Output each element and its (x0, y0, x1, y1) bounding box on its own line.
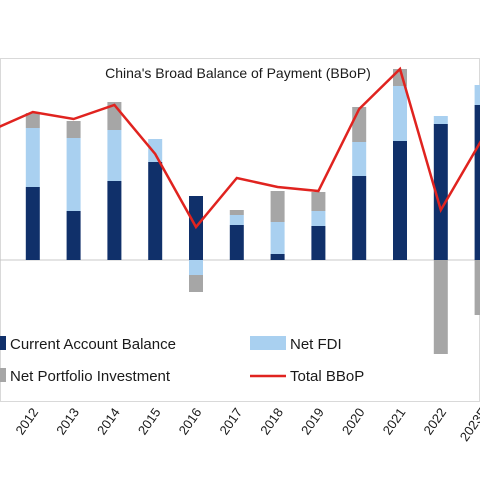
bar-net-portfolio-investment-2019 (311, 192, 326, 211)
x-tick-2015: 2015 (135, 405, 164, 437)
bar-current-account-balance-2015 (148, 162, 163, 260)
bar-series (25, 69, 480, 354)
bar-net-fdi-2021 (393, 86, 407, 141)
bar-net-portfolio-investment-2017 (229, 210, 244, 215)
bar-net-fdi-2016 (189, 260, 203, 275)
bar-net-portfolio-investment-2023f (474, 260, 480, 315)
bar-net-portfolio-investment-2018 (270, 191, 285, 222)
bar-net-portfolio-investment-2012 (25, 113, 40, 128)
bar-current-account-balance-2020 (352, 176, 367, 260)
bar-net-portfolio-investment-2016 (189, 275, 203, 292)
bar-net-fdi-2015 (148, 139, 163, 162)
legend-label-net-portfolio-investment: Net Portfolio Investment (10, 368, 171, 385)
line-series (0, 66, 480, 230)
legend-swatch-current-account-balance (0, 336, 6, 350)
x-tick-labels: 2012 2013 2014 2015 2016 2017 2018 2019 2020 2021… (12, 405, 480, 444)
legend: Current Account Balance Net FDI Net Portfo… (0, 336, 364, 385)
x-tick-2013: 2013 (53, 405, 82, 437)
legend-swatch-net-portfolio-investment (0, 368, 6, 382)
bar-net-fdi-2012 (25, 128, 40, 187)
x-tick-2017: 2017 (216, 405, 245, 437)
bar-current-account-balance-2019 (311, 226, 326, 260)
chart-title: China's Broad Balance of Payment (BBoP) (105, 65, 371, 81)
x-tick-2023f: 2023F (457, 405, 480, 444)
line-total-bbop (0, 66, 480, 230)
x-tick-2022: 2022 (420, 405, 449, 437)
legend-label-current-account-balance: Current Account Balance (10, 336, 176, 353)
bar-net-fdi-2013 (66, 138, 81, 211)
bar-net-portfolio-investment-2022 (433, 260, 448, 354)
bar-current-account-balance-2013 (66, 211, 81, 260)
bar-current-account-balance-2022 (433, 124, 448, 260)
legend-swatch-net-fdi (250, 336, 286, 350)
bar-net-fdi-2014 (107, 130, 122, 181)
bar-net-fdi-2022 (433, 116, 448, 124)
x-tick-2020: 2020 (339, 405, 368, 437)
bar-current-account-balance-2023f (474, 105, 480, 260)
x-tick-2016: 2016 (176, 405, 205, 437)
x-tick-2021: 2021 (380, 405, 409, 437)
x-tick-2012: 2012 (12, 405, 41, 437)
bar-net-fdi-2017 (229, 215, 244, 225)
bar-net-fdi-2020 (352, 142, 367, 176)
bar-net-fdi-2019 (311, 211, 326, 226)
bar-current-account-balance-2017 (229, 225, 244, 260)
legend-label-total-bbop: Total BBoP (290, 368, 364, 385)
x-tick-2014: 2014 (94, 405, 123, 437)
bar-current-account-balance-2012 (25, 187, 40, 260)
bar-current-account-balance-2018 (270, 254, 285, 260)
legend-label-net-fdi: Net FDI (290, 336, 342, 353)
x-tick-2018: 2018 (257, 405, 286, 437)
x-tick-2019: 2019 (298, 405, 327, 437)
bar-net-fdi-2018 (270, 222, 285, 254)
bar-net-portfolio-investment-2013 (66, 121, 81, 138)
bar-current-account-balance-2014 (107, 181, 122, 260)
bar-net-fdi-2023f (474, 85, 480, 105)
bar-net-portfolio-investment-2020 (352, 107, 367, 142)
bar-current-account-balance-2021 (393, 141, 407, 260)
